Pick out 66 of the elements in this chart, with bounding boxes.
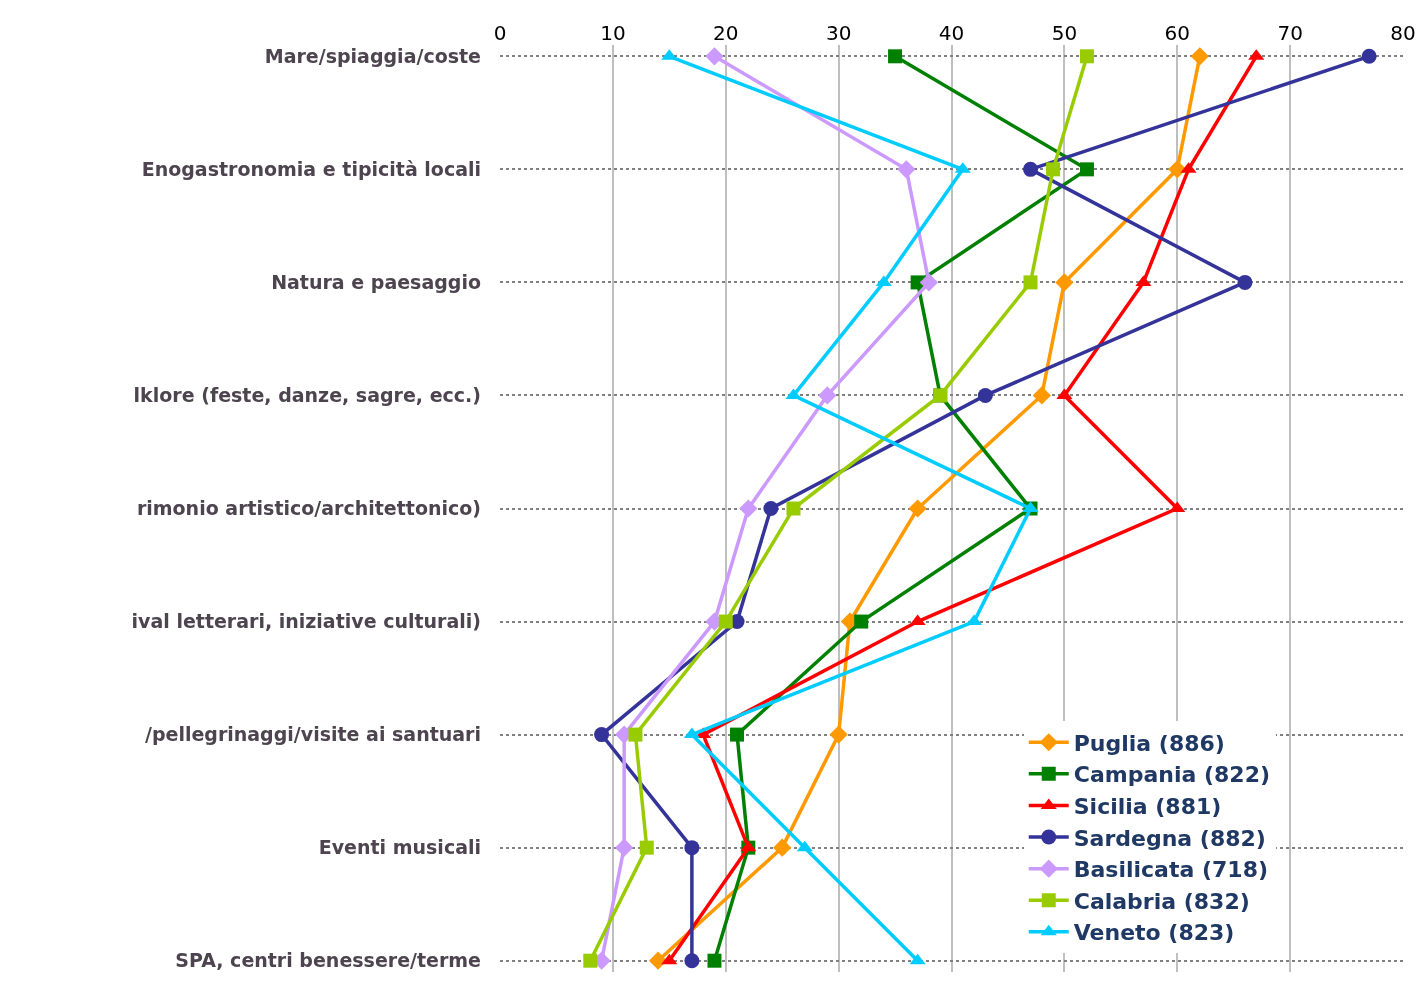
point xyxy=(977,387,993,403)
point xyxy=(1190,47,1209,66)
legend-label: Sardegna (882) xyxy=(1073,825,1266,851)
point xyxy=(718,614,733,629)
point xyxy=(628,727,643,742)
point xyxy=(583,953,598,968)
point xyxy=(908,499,927,518)
point xyxy=(1023,161,1039,177)
point xyxy=(684,953,700,969)
x-tick-label: 70 xyxy=(1277,21,1303,45)
point xyxy=(1079,162,1094,177)
point xyxy=(818,386,837,405)
point xyxy=(1361,48,1377,64)
point xyxy=(730,727,745,742)
point xyxy=(919,273,939,292)
point xyxy=(1046,162,1061,177)
point xyxy=(648,951,668,970)
y-tick-label: Enogastronomia e tipicità locali xyxy=(141,158,481,180)
legend-label: Puglia (886) xyxy=(1073,730,1225,756)
point xyxy=(829,725,848,744)
point xyxy=(888,49,903,64)
point xyxy=(897,160,916,179)
y-tick-label: Natura e paesaggio xyxy=(271,271,481,294)
x-tick-label: 20 xyxy=(713,21,739,45)
x-tick-label: 0 xyxy=(493,21,507,45)
x-tick-label: 30 xyxy=(825,21,852,45)
point xyxy=(773,838,792,857)
legend-label: Campania (822) xyxy=(1073,762,1270,788)
y-tick-label: rimonio artistico/architettonico) xyxy=(136,497,481,520)
point xyxy=(615,838,634,857)
legend-label: Basilicata (718) xyxy=(1073,857,1269,883)
y-tick-label: lklore (feste, danze, sagre, ecc.) xyxy=(133,384,481,407)
legend-label: Veneto (823) xyxy=(1073,920,1235,946)
legend-label: Calabria (832) xyxy=(1073,888,1250,914)
y-tick-label: Mare/spiaggia/coste xyxy=(264,44,481,67)
point xyxy=(705,47,724,66)
x-tick-label: 10 xyxy=(600,21,626,45)
point xyxy=(707,953,722,968)
point xyxy=(1032,386,1051,405)
point xyxy=(639,840,654,855)
point xyxy=(739,499,758,518)
point xyxy=(796,840,813,852)
point xyxy=(909,953,926,965)
y-tick-label: Eventi musicali xyxy=(318,836,481,859)
point xyxy=(1023,275,1038,290)
point xyxy=(763,501,779,516)
point xyxy=(594,727,610,743)
point xyxy=(684,840,700,856)
point xyxy=(854,614,869,629)
legend-label: Sicilia (881) xyxy=(1073,794,1222,820)
x-tick-label: 60 xyxy=(1164,21,1190,45)
point xyxy=(1055,273,1074,292)
x-tick-label: 80 xyxy=(1390,21,1416,45)
point xyxy=(966,614,983,626)
point xyxy=(1237,274,1253,290)
point xyxy=(909,614,926,626)
point xyxy=(1079,49,1094,64)
y-tick-label: ival letterari, iniziative culturali) xyxy=(131,610,481,633)
y-tick-label: /pellegrinaggi/visite ai santuari xyxy=(144,723,481,746)
x-tick-label: 50 xyxy=(1051,21,1078,45)
x-tick-label: 40 xyxy=(938,21,965,45)
point xyxy=(1168,160,1187,179)
point xyxy=(683,727,700,739)
y-tick-label: SPA, centri benessere/terme xyxy=(175,949,481,972)
point xyxy=(661,953,678,965)
point xyxy=(786,501,801,516)
